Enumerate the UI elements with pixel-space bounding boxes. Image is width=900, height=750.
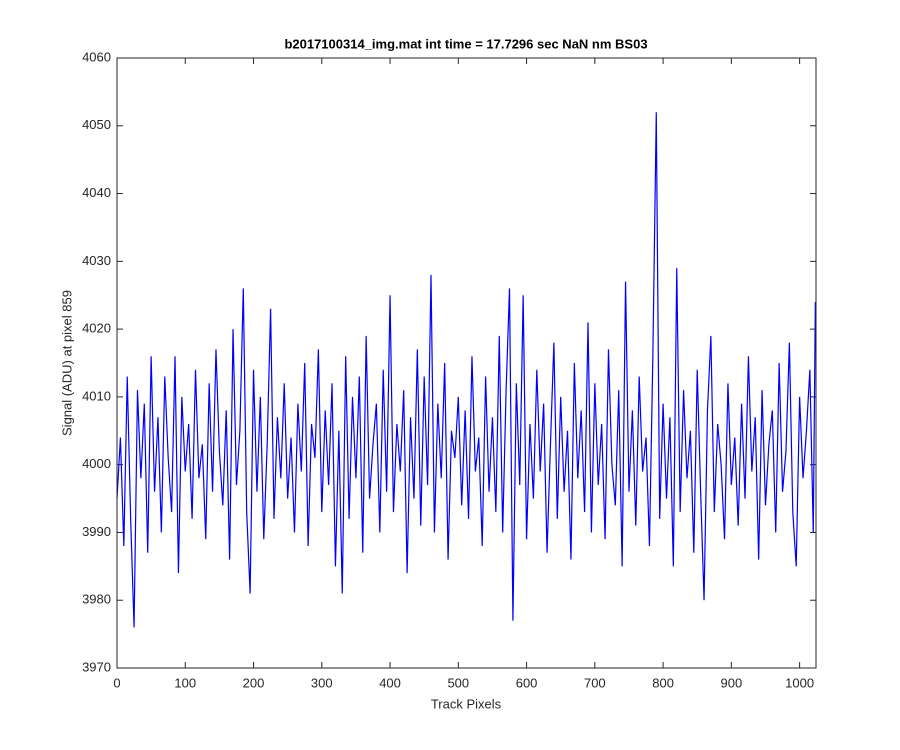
- y-tick-label: 3970: [82, 659, 111, 674]
- x-tick-label: 900: [721, 675, 743, 690]
- y-tick-label: 4060: [82, 49, 111, 64]
- x-tick-label: 100: [174, 675, 196, 690]
- y-tick-label: 4040: [82, 185, 111, 200]
- y-tick-label: 3990: [82, 524, 111, 539]
- x-tick-label: 200: [243, 675, 265, 690]
- y-axis-label: Signal (ADU) at pixel 859: [59, 290, 74, 436]
- y-tick-label: 4000: [82, 456, 111, 471]
- x-tick-label: 0: [113, 675, 120, 690]
- y-tick-label: 4030: [82, 253, 111, 268]
- x-axis-label: Track Pixels: [431, 696, 502, 711]
- y-tick-label: 4050: [82, 117, 111, 132]
- x-tick-label: 600: [516, 675, 538, 690]
- x-tick-label: 400: [379, 675, 401, 690]
- plot-frame: [116, 57, 817, 669]
- x-tick-label: 300: [311, 675, 333, 690]
- chart-title: b2017100314_img.mat int time = 17.7296 s…: [284, 36, 647, 51]
- x-tick-label: 800: [652, 675, 674, 690]
- y-tick-label: 4020: [82, 321, 111, 336]
- data-line: [116, 112, 816, 628]
- y-tick-label: 4010: [82, 388, 111, 403]
- x-tick-label: 500: [447, 675, 469, 690]
- y-tick-label: 3980: [82, 592, 111, 607]
- x-tick-label: 700: [584, 675, 606, 690]
- x-tick-label: 1000: [785, 675, 814, 690]
